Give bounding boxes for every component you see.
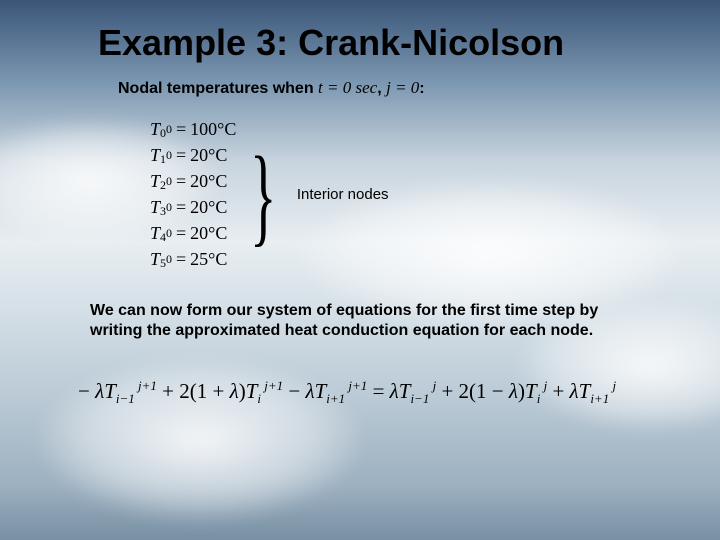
brace-group: } Interior nodes [250,140,389,250]
curly-brace-icon: } [250,162,276,228]
initial-conditions: } Interior nodes T00=100°CT10=20°CT20=20… [150,116,690,273]
suffix: : [419,80,424,97]
body-paragraph: We can now form our system of equations … [90,301,646,343]
ic-row: T20=20°C [150,168,690,194]
ic-row: T30=20°C [150,194,690,220]
crank-nicolson-equation: − λTi−1 j+1 + 2(1 + λ)Ti j+1 − λTi+1 j+1… [78,378,690,407]
ic-row: T10=20°C [150,142,690,168]
condition-line: Nodal temperatures when t = 0 sec, j = 0… [118,78,690,98]
ic-row: T50=25°C [150,246,690,272]
subline-prefix: Nodal temperatures when [118,80,318,97]
slide: Example 3: Crank-Nicolson Nodal temperat… [0,0,720,540]
ic-row: T40=20°C [150,220,690,246]
ic-row: T00=100°C [150,116,690,142]
sep: , [377,80,386,97]
slide-title: Example 3: Crank-Nicolson [98,22,690,64]
cond-t: t = 0 sec [318,78,377,97]
brace-label: Interior nodes [297,184,389,206]
cond-j: j = 0 [386,78,419,97]
